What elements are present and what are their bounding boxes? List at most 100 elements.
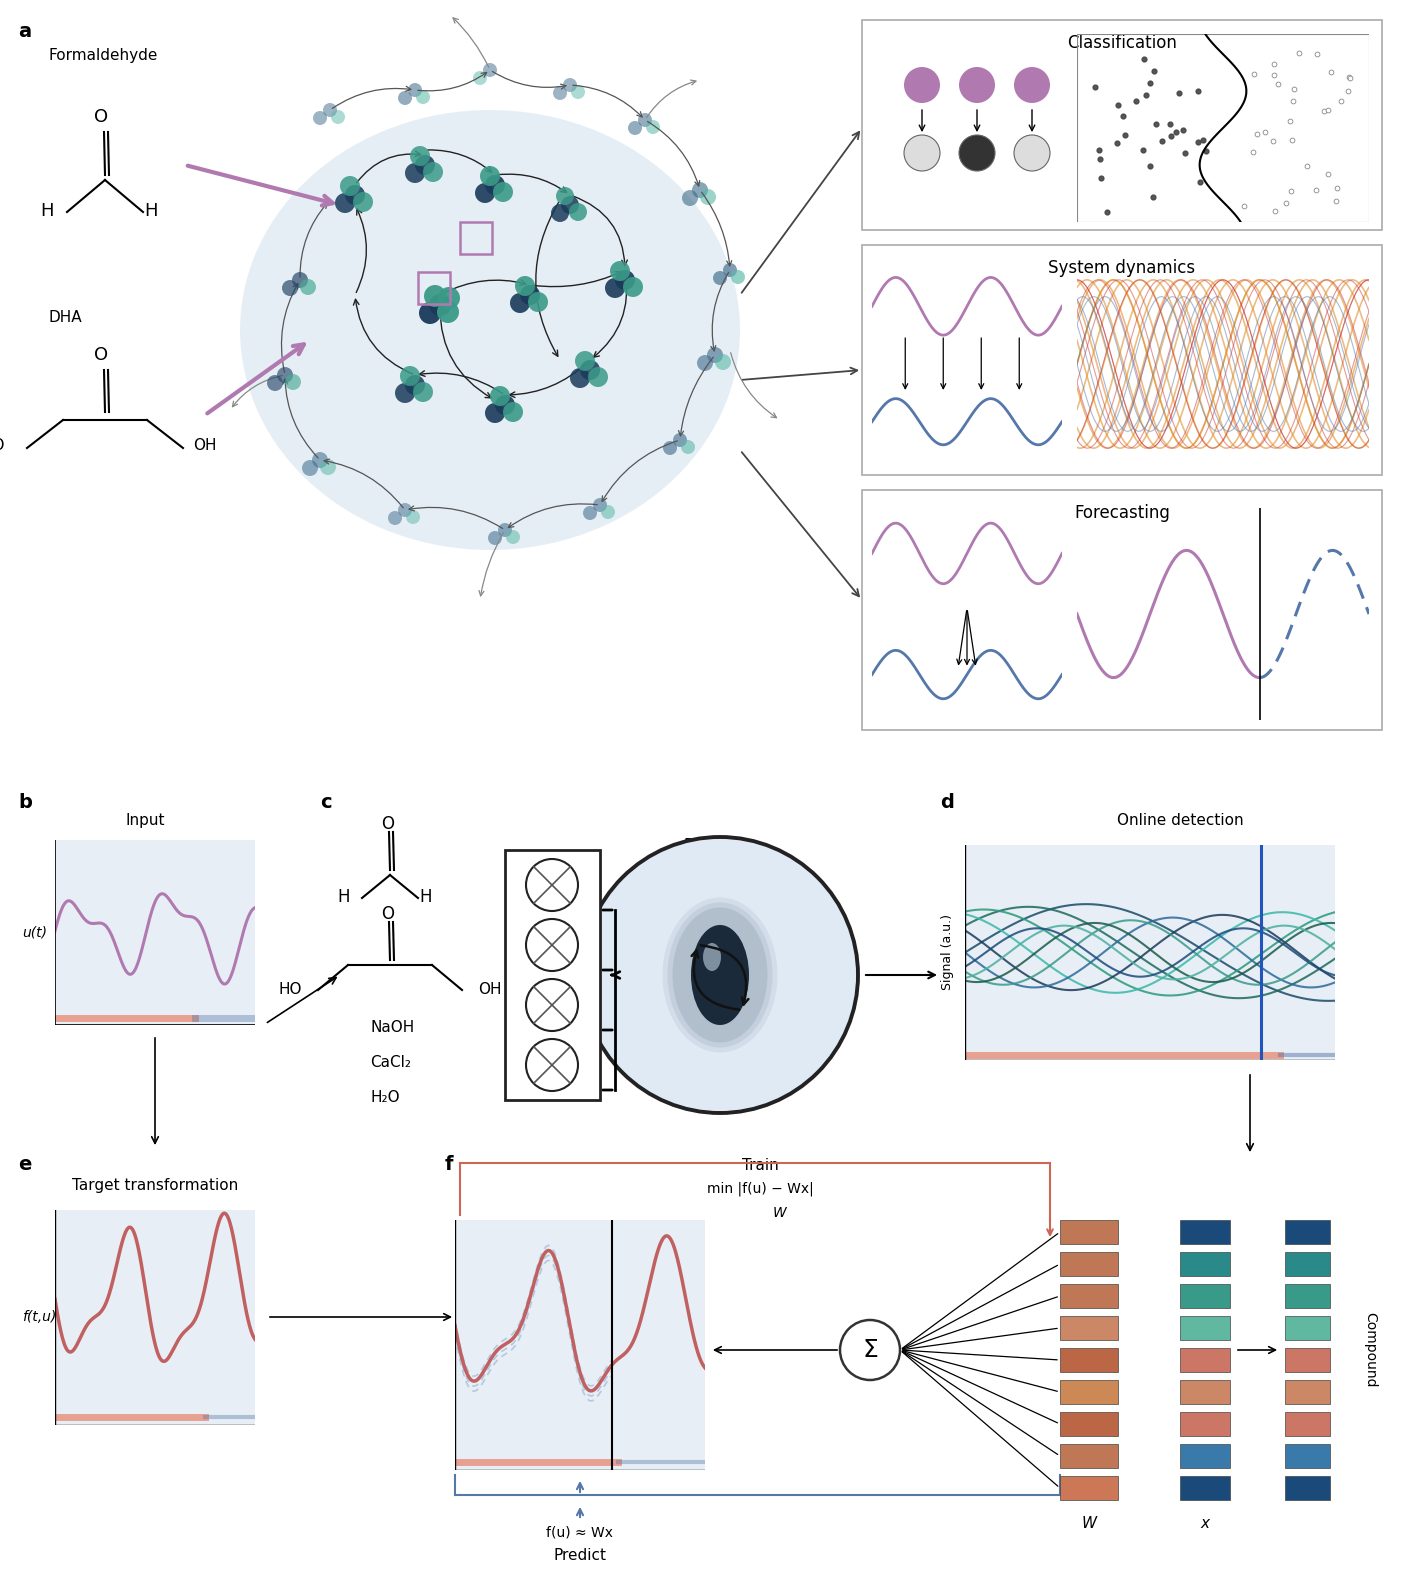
Circle shape [510,293,530,313]
Text: a: a [18,22,31,41]
Circle shape [416,89,430,104]
Ellipse shape [673,908,767,1043]
Circle shape [840,1321,901,1380]
Circle shape [525,1038,577,1091]
Circle shape [556,187,575,206]
Point [1138,153,1161,179]
Circle shape [495,396,516,415]
Text: H: H [41,203,53,220]
Point [1279,108,1301,134]
Text: c: c [320,793,332,812]
Point [1246,121,1269,147]
Circle shape [707,348,724,364]
Circle shape [323,104,337,116]
Point [1187,129,1210,155]
Bar [1180,1220,1229,1244]
Circle shape [561,196,579,214]
Point [1135,81,1158,107]
Bar [1059,1443,1118,1467]
Point [1189,169,1211,195]
Circle shape [610,262,629,281]
Circle shape [903,67,940,104]
Circle shape [715,354,731,370]
Circle shape [580,360,600,380]
Point [1144,57,1166,83]
Bar [1180,1475,1229,1499]
Circle shape [525,860,577,911]
Text: HO: HO [0,439,4,453]
Point [1159,112,1182,137]
Circle shape [346,185,365,206]
Circle shape [516,276,535,297]
Circle shape [285,373,301,391]
Circle shape [429,293,451,316]
Point [1274,190,1297,215]
Bar [1286,1380,1331,1404]
Point [1242,139,1264,164]
Point [1106,129,1128,155]
Circle shape [697,356,712,372]
Bar [1180,1380,1229,1404]
Point [1280,179,1302,204]
Text: System dynamics: System dynamics [1048,258,1196,278]
Text: Formaldehyde: Formaldehyde [48,48,157,62]
Ellipse shape [663,898,777,1053]
Bar [1059,1348,1118,1372]
Bar [1180,1252,1229,1276]
Point [1325,175,1347,201]
Bar [504,850,600,1101]
Text: OH: OH [194,439,216,453]
Circle shape [267,375,282,391]
Circle shape [437,301,459,324]
Point [1111,104,1134,129]
Bar [1180,1284,1229,1308]
Circle shape [663,440,677,455]
Point [1194,137,1217,163]
Circle shape [395,383,414,404]
Circle shape [731,270,745,284]
Circle shape [277,367,294,383]
Text: f: f [445,1155,454,1174]
Text: x: x [1200,1515,1210,1531]
Bar [1059,1252,1118,1276]
Text: H: H [420,888,433,906]
Point [1287,40,1309,65]
Circle shape [525,919,577,971]
Point [1338,64,1360,89]
Point [1307,41,1329,67]
Text: Classification: Classification [1066,33,1177,53]
Point [1168,80,1190,105]
Point [1131,137,1154,163]
Point [1134,46,1156,72]
Circle shape [488,531,502,545]
Circle shape [724,263,738,278]
Point [1331,88,1353,113]
Circle shape [332,110,346,124]
Circle shape [646,120,660,134]
Circle shape [622,278,643,297]
Point [1165,120,1187,145]
Bar [863,21,1383,230]
Circle shape [419,301,441,324]
Bar [419,273,450,305]
Text: Forecasting: Forecasting [1073,504,1170,522]
Text: O: O [94,108,108,126]
Circle shape [485,404,504,423]
Text: Compound: Compound [1363,1313,1377,1388]
Text: O: O [382,815,395,833]
Ellipse shape [240,110,740,550]
Bar [1059,1316,1118,1340]
Circle shape [481,166,500,187]
Circle shape [606,278,625,298]
Point [1316,97,1339,123]
Text: Predict: Predict [554,1549,607,1563]
Point [1253,120,1276,145]
Text: u(t): u(t) [22,925,46,939]
Circle shape [570,368,590,388]
Text: Online detection: Online detection [1117,813,1243,828]
Point [1139,70,1162,96]
Text: $\Sigma$: $\Sigma$ [861,1338,878,1362]
Circle shape [398,91,412,105]
Circle shape [601,506,615,518]
Point [1319,59,1342,85]
